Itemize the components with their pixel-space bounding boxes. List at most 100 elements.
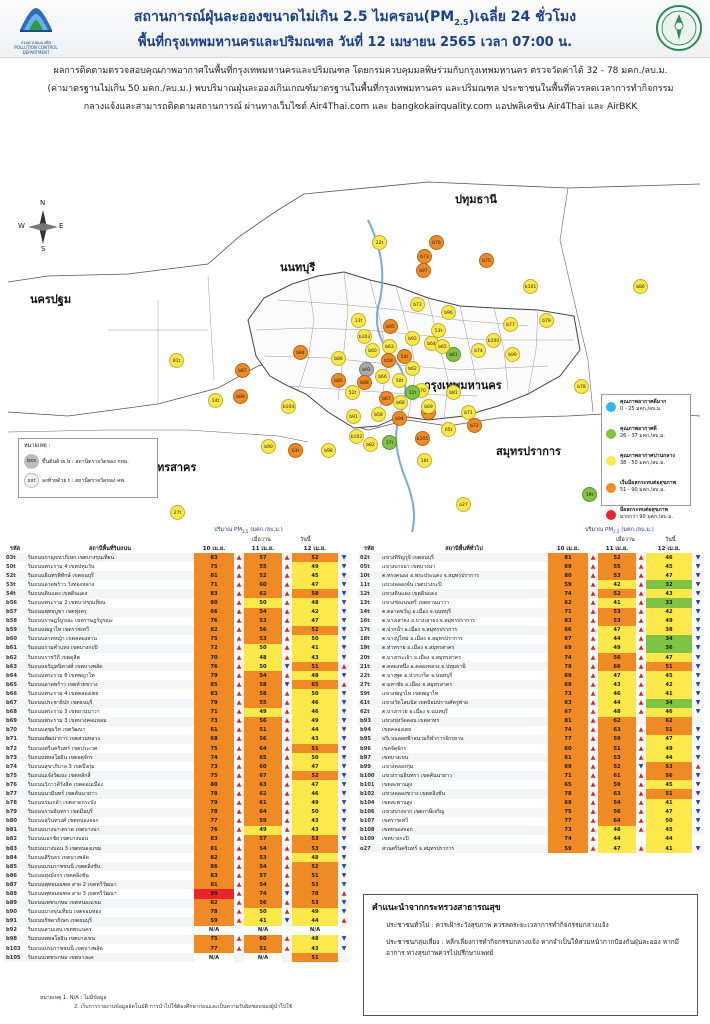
pm25-d1: 77 [548, 734, 588, 744]
station-name: ต.ทรงคนอง อ.พระประแดง จ.สมุทรปราการ [380, 571, 548, 581]
pm25-d2: 54 [598, 798, 636, 808]
trend-arrow-icon: ▲ [636, 844, 646, 854]
station-code: b95 [358, 734, 380, 744]
pm25-d1: 85 [194, 680, 234, 690]
pm25-d2: 61 [598, 771, 636, 781]
station-code: b101 [358, 780, 380, 790]
col-gap [282, 544, 292, 553]
trend-arrow-icon: ▲ [282, 834, 292, 844]
trend-arrow-icon: ▼ [692, 680, 704, 690]
trend-arrow-icon: ▲ [282, 743, 292, 754]
table-row: b91 ริมถนนรัชดาภิเษก เขตธนบุรี 59 ▲ 41 ▼ 44 ▲ [4, 916, 350, 926]
station-code: b92 [4, 925, 26, 935]
pm25-d1: 59 [548, 580, 588, 590]
station-marker-b81: b81 [446, 385, 461, 400]
pm25-d3: 46 [646, 553, 692, 563]
note-text: ขึ้นต้นด้วย b : สถานีตรวจวัดของ กทม. [42, 458, 129, 465]
unit-text: ปริมาณ PM [214, 527, 243, 533]
pm25-d1: 80 [194, 598, 234, 608]
pm25-d2: 54 [244, 671, 282, 681]
trend-arrow-icon: ▲ [282, 553, 292, 563]
station-code: b62 [4, 653, 26, 663]
pm25-d2: 64 [598, 816, 636, 826]
trend-arrow-icon: ▲ [588, 816, 598, 826]
station-marker-b85: b85 [331, 373, 346, 388]
pm25-d1: 67 [548, 707, 588, 717]
table-row: b106 แขวงบางจาก เขตภาษีเจริญ 75 ▲ 56 ▲ 47 ▼ [358, 807, 704, 817]
pm25-d1: 75 [194, 634, 234, 644]
pm25-d3: 47 [292, 616, 338, 626]
table-row: b108 เขตหนองจอก 73 ▲ 48 ▲ 45 ▼ [358, 825, 704, 835]
pm25-d3: 43 [292, 734, 338, 744]
pm25-d1: 75 [194, 771, 234, 781]
trend-arrow-icon: ▲ [588, 716, 598, 726]
station-code: b86 [4, 871, 26, 881]
trend-arrow-icon: ▲ [588, 753, 598, 763]
pm25-d3: 51 [646, 662, 692, 672]
station-name: เขตบางกะปิ [380, 834, 548, 844]
trend-arrow-icon: ▲ [234, 853, 244, 863]
trend-arrow-icon: ▲ [234, 616, 244, 626]
station-marker-b86: b86 [331, 351, 346, 366]
pm25-d3: 49 [292, 716, 338, 726]
trend-arrow-icon [234, 925, 244, 935]
station-marker-52t: 52t [345, 385, 360, 400]
pm25-d2: 64 [244, 807, 282, 817]
station-name: เขตจัตุจักร [380, 743, 548, 754]
table-row: b62 ริมถนนราชวิถี เขตดุสิต 70 ▲ 48 ▲ 43 ▼ [4, 653, 350, 663]
station-name: ริมถนนวิภาวดีรังสิต เขตดอนเมือง [26, 780, 194, 790]
table-row: b105 ริมถนนเพชรเกษม เขตบางแค N/A N/A 51 [4, 953, 350, 963]
trend-arrow-icon: ▲ [234, 771, 244, 781]
compass-w: W [18, 222, 25, 230]
station-code: b84 [4, 853, 26, 863]
table-row: 62t ต.บางกรวย อ.เมือง จ.นนทบุรี 67 ▲ 48 ▲ 46 ▼ [358, 707, 704, 717]
roadside-station-table: รหัส สถานีพื้นที่ริมถนน 10 เม.ย. 11 เม.ย… [4, 544, 350, 963]
table-row: b64 ริมถนนพระราม 6 เขตพญาไท 79 ▲ 54 ▲ 48 ▼ [4, 671, 350, 681]
trend-arrow-icon: ▼ [692, 689, 704, 699]
station-name: เขตหนองจอก [380, 825, 548, 835]
pm25-d2: 62 [244, 789, 282, 799]
pm25-d3: 53 [292, 880, 338, 890]
pm25-d2: 48 [598, 707, 636, 717]
pm25-d2: 49 [598, 643, 636, 654]
trend-arrow-icon: ▲ [234, 589, 244, 599]
station-name: ริมถนนพระราม 4 เขตคลองเตย [26, 689, 194, 699]
table-row: b79 ริมถนนรามอินทรา เขตมีนบุรี 78 ▲ 64 ▲ 50 ▼ [4, 807, 350, 817]
station-code: b77 [4, 789, 26, 799]
pm25-d2: 47 [598, 844, 636, 854]
station-code: 22t [358, 671, 380, 681]
trend-arrow-icon: ▼ [338, 634, 350, 644]
compass: N E S W [18, 199, 66, 253]
trend-arrow-icon: ▲ [636, 580, 646, 590]
pm25-d1: 83 [194, 834, 234, 844]
advice-risk-group: ประชาชนกลุ่มเสี่ยง : หลีกเลี่ยงการทำกิจก… [386, 938, 679, 957]
station-marker-17t: 17t [382, 435, 397, 450]
station-marker-b100: b100 [486, 333, 501, 348]
pm25-d1: 83 [548, 616, 588, 626]
station-code: b93 [358, 716, 380, 726]
trend-arrow-icon: ▲ [636, 671, 646, 681]
pm25-d3: 47 [292, 780, 338, 790]
table-row: 61t แขวงวัดโสมนัส เขตป้อมปราบศัตรูพ่าย 63 ▲… [358, 698, 704, 708]
station-code: b59 [4, 625, 26, 635]
pm25-d2: 53 [244, 853, 282, 863]
station-code: b80 [4, 816, 26, 826]
trend-arrow-icon: ▲ [282, 853, 292, 863]
pm25-d2: 52 [598, 589, 636, 599]
pm25-d1: 61 [194, 725, 234, 735]
trend-arrow-icon: ▲ [234, 625, 244, 635]
legend-item: คุณภาพอากาศปานกลาง 38 - 50 มคก./ลบ.ม. [606, 453, 686, 473]
pm25-d3: 49 [646, 743, 692, 754]
pm25-d3: 33 [646, 598, 692, 608]
pm25-d2: 53 [598, 616, 636, 626]
station-code: 02t [358, 553, 380, 563]
table-row: b75 ริมถนนแจ้งวัฒนะ เขตหลักสี่ 75 ▲ 67 ▲ 52 ▼ [4, 771, 350, 781]
title-sub: 2.5 [454, 17, 469, 27]
note-row: bxx ขึ้นต้นด้วย b : สถานีตรวจวัดของ กทม. [24, 454, 152, 469]
station-name: ริมถนนบางบอน 3 เขตหนองแขม [26, 844, 194, 854]
col-gap [338, 544, 350, 553]
footnote-line-2: 2. เว็บการรายงานข้อมูลอัตโนมัติ การนำไปใ… [74, 1004, 293, 1010]
table-row: 17t ต.ปากน้ำ อ.เมือง จ.สมุทรปราการ 66 ▲ 47 ▲ 3… [358, 625, 704, 635]
pm25-d2: 53 [598, 571, 636, 581]
pm25-d1: 67 [548, 634, 588, 644]
